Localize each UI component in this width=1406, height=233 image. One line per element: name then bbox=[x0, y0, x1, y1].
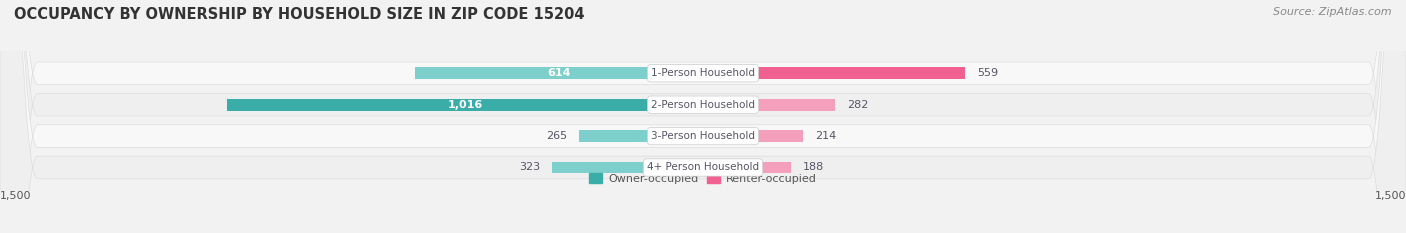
Text: 1,500: 1,500 bbox=[0, 191, 31, 201]
Text: 1,500: 1,500 bbox=[1375, 191, 1406, 201]
Bar bbox=[703, 161, 792, 173]
Text: Source: ZipAtlas.com: Source: ZipAtlas.com bbox=[1274, 7, 1392, 17]
Bar bbox=[703, 130, 803, 142]
Text: 214: 214 bbox=[815, 131, 837, 141]
Text: 1,016: 1,016 bbox=[447, 100, 482, 110]
Text: 2-Person Household: 2-Person Household bbox=[651, 100, 755, 110]
Bar bbox=[415, 67, 703, 79]
Legend: Owner-occupied, Renter-occupied: Owner-occupied, Renter-occupied bbox=[585, 169, 821, 188]
Text: 4+ Person Household: 4+ Person Household bbox=[647, 162, 759, 172]
Bar bbox=[703, 67, 965, 79]
Text: OCCUPANCY BY OWNERSHIP BY HOUSEHOLD SIZE IN ZIP CODE 15204: OCCUPANCY BY OWNERSHIP BY HOUSEHOLD SIZE… bbox=[14, 7, 585, 22]
Text: 1-Person Household: 1-Person Household bbox=[651, 68, 755, 78]
Bar bbox=[579, 130, 703, 142]
Text: 3-Person Household: 3-Person Household bbox=[651, 131, 755, 141]
Text: 614: 614 bbox=[547, 68, 571, 78]
Text: 559: 559 bbox=[977, 68, 998, 78]
Text: 265: 265 bbox=[546, 131, 567, 141]
Text: 188: 188 bbox=[803, 162, 824, 172]
Text: 323: 323 bbox=[519, 162, 540, 172]
Bar bbox=[551, 161, 703, 173]
Bar bbox=[703, 99, 835, 111]
Bar bbox=[226, 99, 703, 111]
Text: 282: 282 bbox=[846, 100, 869, 110]
